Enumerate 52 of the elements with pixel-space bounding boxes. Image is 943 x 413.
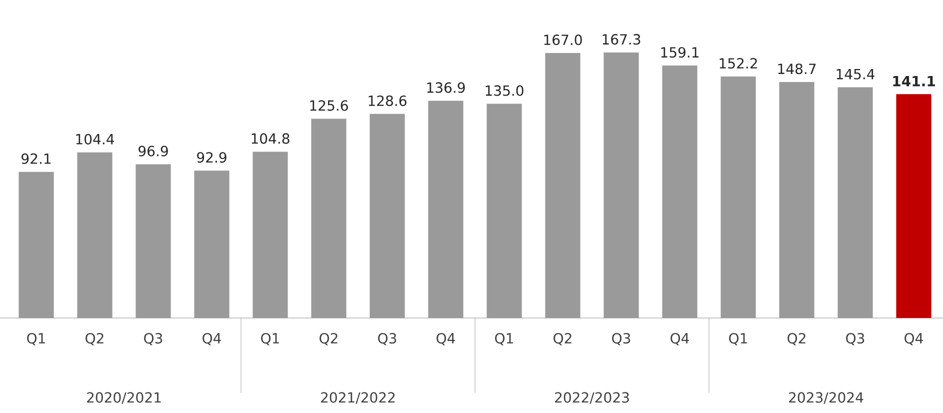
data-label: 159.1: [661, 47, 699, 58]
x-tick-label: Q2: [788, 332, 806, 346]
data-label: 167.3: [602, 34, 640, 45]
bar: [604, 52, 639, 318]
data-label: 92.1: [22, 153, 51, 164]
text: 2021/2022: [321, 392, 395, 404]
data-label: 104.8: [252, 133, 290, 144]
x-tick-label: Q1: [729, 332, 747, 346]
bar: [194, 170, 230, 318]
data-label: 92.9: [197, 152, 226, 163]
x-tick-label: Q4: [202, 332, 221, 346]
x-tick-label: Q2: [554, 332, 572, 346]
x-tick-label: Q4: [436, 332, 455, 346]
bar: [838, 87, 873, 318]
x-tick-label: Q1: [495, 332, 513, 346]
x-tick-label: Q4: [670, 332, 689, 346]
data-label: 135.0: [486, 85, 524, 96]
x-tick-label: Q2: [320, 332, 338, 346]
data-label: 167.0: [544, 34, 582, 46]
x-tick-label: Q3: [612, 332, 630, 346]
data-label: 128.6: [368, 95, 406, 106]
bar: [136, 164, 171, 318]
x-tick-label: Q4: [904, 332, 923, 346]
bar: [252, 152, 288, 318]
text: 2022/2023: [555, 392, 629, 404]
text: 2023/2024: [789, 392, 864, 404]
text: 2020/2021: [87, 392, 161, 404]
x-tick-label: Q3: [378, 332, 396, 346]
bar: [720, 76, 756, 318]
x-tick-label: Q1: [27, 332, 45, 346]
bar: [545, 52, 580, 318]
x-tick-label: Q3: [846, 332, 864, 346]
data-label: 136.9: [427, 82, 465, 93]
data-label: 104.4: [76, 134, 114, 144]
data-label: 96.9: [138, 146, 168, 156]
bar: [486, 104, 522, 318]
data-label: 145.4: [836, 68, 875, 80]
x-tick-label: Q2: [86, 332, 104, 346]
bar: [18, 172, 54, 318]
x-tick-label: Q1: [261, 332, 279, 346]
bar: [370, 114, 405, 318]
data-label: 148.7: [778, 64, 816, 74]
bar: [77, 152, 112, 318]
data-label: 152.2: [720, 58, 757, 69]
x-tick-label: Q3: [144, 332, 162, 346]
bar: [779, 82, 814, 318]
bar: [662, 66, 698, 318]
data-label: 125.6: [310, 100, 348, 111]
bar: [311, 118, 346, 318]
bar: [428, 100, 464, 318]
bar: [896, 94, 932, 318]
data-label: 141.1: [893, 76, 935, 86]
